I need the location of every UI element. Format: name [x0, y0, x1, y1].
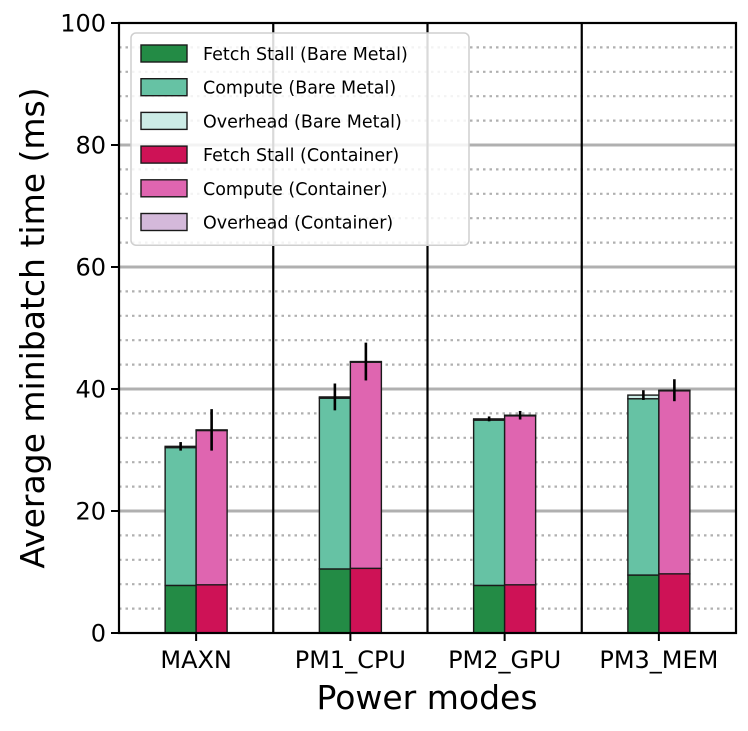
- bar-segment: [627, 574, 660, 634]
- legend-swatch: [140, 179, 188, 198]
- bar-segment: [472, 584, 506, 634]
- legend-swatch: [140, 145, 188, 164]
- legend-label: Overhead (Bare Metal): [203, 112, 402, 132]
- legend-swatch: [140, 111, 188, 131]
- x-axis-title: Power modes: [316, 678, 537, 717]
- y-axis-title: Average minibatch time (ms): [13, 87, 52, 568]
- bar-segment: [503, 584, 537, 634]
- bar-segment: [658, 390, 691, 575]
- bar-segment: [318, 568, 352, 634]
- y-tick-label: 20: [75, 498, 106, 526]
- legend-swatch: [140, 212, 188, 232]
- bar-segment: [195, 584, 228, 634]
- x-tick-label: PM1_CPU: [295, 646, 406, 674]
- x-tick-label: PM2_GPU: [448, 646, 561, 674]
- legend: Fetch Stall (Bare Metal) Compute (Bare Me…: [130, 32, 470, 246]
- plot-border: [117, 21, 738, 635]
- bar-segment: [318, 397, 352, 570]
- y-tick-label: 80: [75, 132, 106, 160]
- legend-label: Overhead (Container): [203, 214, 393, 234]
- bar-segment: [164, 584, 197, 634]
- bar-segment: [349, 567, 383, 634]
- bar-segment: [195, 429, 228, 586]
- legend-swatch: [140, 44, 188, 63]
- bar-segment: [503, 415, 537, 586]
- x-tick-label: PM3_MEM: [599, 646, 718, 674]
- bar-segment: [164, 446, 197, 587]
- x-tick-label: MAXN: [160, 646, 232, 674]
- legend-label: Fetch Stall (Bare Metal): [203, 45, 408, 65]
- y-tick-label: 100: [60, 10, 106, 38]
- bar-segment: [627, 398, 660, 576]
- plot-frame: [117, 21, 738, 635]
- bar-segment: [658, 573, 691, 634]
- bars: [164, 342, 691, 634]
- legend-label: Compute (Bare Metal): [203, 79, 396, 99]
- bar-segment: [472, 419, 506, 587]
- y-tick-label: 60: [75, 254, 106, 282]
- axis-ticks: 0 20 40 60 80 100 MAXN PM1_CPU PM2_GPU PM3_MEM: [60, 10, 718, 675]
- y-tick-label: 40: [75, 376, 106, 404]
- legend-box: [130, 32, 470, 246]
- y-tick-label: 0: [91, 620, 106, 648]
- legend-label: Fetch Stall (Container): [203, 146, 399, 166]
- legend-swatch: [140, 77, 188, 97]
- bar-segment: [349, 361, 383, 570]
- legend-label: Compute (Container): [203, 180, 388, 200]
